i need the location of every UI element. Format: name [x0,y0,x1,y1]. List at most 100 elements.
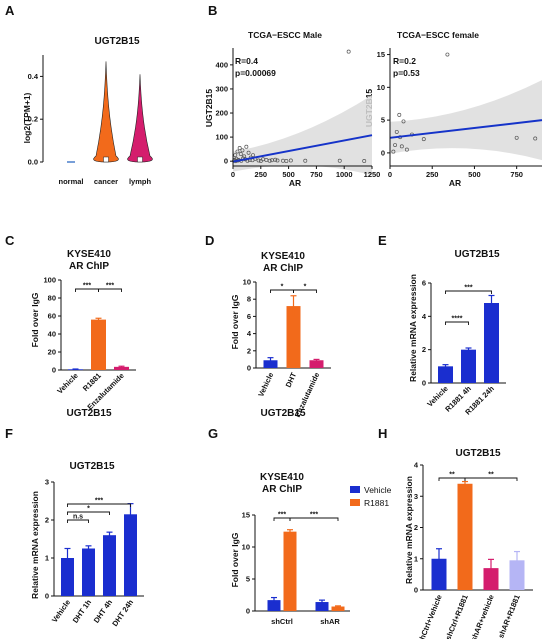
panel-b-right-point [401,119,406,124]
panel-b-left-point [246,150,251,155]
panel-b-left-point [284,158,289,163]
panel-c-y-tick-label: 40 [48,330,56,339]
panel-b-right-y-tick-label: 5 [381,116,385,125]
panel-f-ylabel: Relative mRNA expression [30,491,40,599]
panel-c-y-tick-label: 60 [48,312,56,321]
panel-g-title-line1: KYSE410 [260,472,304,483]
panel-f-sig-label: *** [95,498,103,505]
panel-a-x-tick-label: normal [58,177,83,186]
panel-h-bar [431,558,447,590]
panel-e-y-tick-label: 4 [422,312,427,321]
panel-g-title-line2: AR ChIP [262,484,302,495]
panel-c-y-tick-label: 0 [52,366,56,375]
panel-a-x-tick-label: lymph [129,177,152,186]
panel-c-title-line1: KYSE410 [67,249,111,260]
panel-b-left-xlabel: AR [289,178,301,188]
panel-d-x-tick-label: Vehicle [256,371,275,398]
panel-h-ylabel: Relative mRNA expression [404,476,414,584]
panel-a-boxplot-lymph [137,156,143,163]
panel-b-left-point [235,149,240,154]
panel-b-left-x-tick-label: 250 [255,170,268,179]
panel-e-y-tick-label: 0 [422,379,426,388]
panel-f-y-tick-label: 3 [45,478,49,487]
panel-b-left-point [273,157,278,162]
panel-e-letter: E [378,233,387,248]
panel-h-sig-label: ** [449,472,455,479]
panel-b-right-y-tick-label: 15 [377,50,385,59]
panel-h-y-tick-label: 4 [414,461,419,470]
panel-d-title-line2: AR ChIP [263,263,303,274]
panel-c-y-tick-label: 100 [43,276,56,285]
panel-b-left-ylabel: UGT2B15 [204,89,214,128]
panel-b-left-x-tick-label: 750 [310,170,323,179]
panel-b-left-x-tick-label: 500 [282,170,295,179]
panel-g-x-tick-label: shAR [320,617,340,626]
panel-a-letter: A [5,3,15,18]
panel-h-x-tick-label: shCtrl+Vehicle [416,593,444,639]
panel-g-sig-label: *** [278,512,286,519]
panel-b-letter: B [208,3,217,18]
panel-b-right-xlabel: AR [449,178,461,188]
panel-g-y-tick-label: 0 [246,607,250,616]
panel-f-letter: F [5,426,13,441]
panel-a: A UGT2B15 log2(TPM+1) 0.0 0.2 0.4 normal can… [5,3,153,186]
panel-b-left-point [238,152,243,156]
panel-f-x-tick-label: Vehicle [50,598,72,624]
panel-d-y-tick-label: 2 [247,346,251,355]
panel-h-bar [483,568,499,590]
panel-b-right-point [421,137,426,142]
panel-b-right-point [533,136,538,141]
panel-d-sig-label: * [281,284,284,291]
panel-a-violin-cancer [93,61,119,163]
panel-a-ylabel: log2(TPM+1) [22,92,32,143]
panel-a-violin-lymph [127,74,153,163]
panel-b-left-confidence-band [233,95,372,176]
panel-d-title-line1: KYSE410 [261,251,305,262]
panel-d-bar [309,360,324,368]
panel-b-left-y-tick-label: 0 [224,157,228,166]
panel-c-letter: C [5,233,15,248]
panel-b-left-point [346,49,351,54]
panel-a-boxplot-cancer [103,156,109,163]
panel-b-right-x-tick-label: 500 [468,170,481,179]
panel-a-title: UGT2B15 [94,36,139,47]
panel-b-left-point [240,148,245,153]
panel-g-bar [331,606,345,611]
panel-b-left-point [233,153,238,158]
panel-d-y-tick-label: 6 [247,312,251,321]
panel-h-title: UGT2B15 [455,448,500,459]
panel-h-bar [457,483,473,590]
panel-d-footer: UGT2B15 [260,408,305,419]
panel-g-bar [315,602,329,611]
panel-g-sig-bracket [289,517,339,521]
panel-b-left-point [362,158,367,163]
panel-e-title: UGT2B15 [454,249,499,260]
panel-b-right-r: R=0.2 [393,56,416,66]
panel-b-left-x-tick-label: 0 [231,170,235,179]
panel-c-y-tick-label: 20 [48,348,56,357]
panel-f-bar [82,548,95,596]
panel-d-bar [263,360,278,368]
panel-c-bar [68,369,83,371]
panel-f-x-tick-label: DHT 24h [110,598,135,628]
panel-g-ylabel: Fold over IgG [230,532,240,587]
panel-b-right-point [514,135,519,140]
panel-b-left-point [303,158,308,163]
panel-b-left-point [337,158,342,163]
panel-b-right-y-tick-label: 10 [377,83,385,92]
panel-b-left-x-tick-label: 1000 [336,170,353,179]
panel-f-title: UGT2B15 [69,461,114,472]
panel-f-sig-bracket [67,503,131,507]
panel-b-left-point [288,158,293,163]
panel-h-x-tick-label: shAR+R1881 [496,593,522,639]
panel-b-right-point [391,149,396,154]
panel-b-left-title: TCGA−ESCC Male [248,30,322,40]
panel-b-right-point [394,129,399,134]
panel-g-y-tick-label: 5 [246,575,250,584]
panel-h-sig-label: ** [488,472,494,479]
panel-b-left-point [237,145,242,150]
panel-b-right-x-tick-label: 0 [388,170,392,179]
panel-c: C KYSE410 AR ChIP Fold over IgG UGT2B15 … [5,233,136,419]
panel-f: F UGT2B15 Relative mRNA expression 0 1 2 3 V… [5,426,144,628]
